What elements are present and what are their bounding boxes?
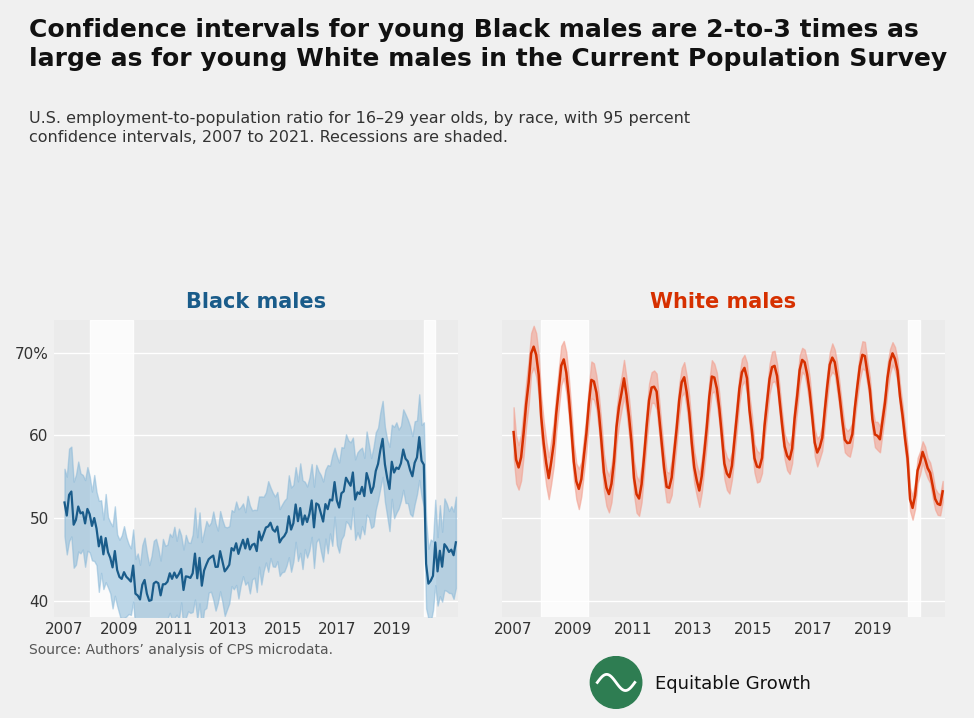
Title: Black males: Black males [186, 292, 325, 312]
Circle shape [590, 656, 642, 708]
Text: Equitable Growth: Equitable Growth [655, 674, 810, 693]
Text: Source: Authors’ analysis of CPS microdata.: Source: Authors’ analysis of CPS microda… [29, 643, 333, 656]
Bar [425, 320, 435, 617]
Bar [908, 320, 920, 617]
Title: White males: White males [650, 292, 797, 312]
Bar [90, 320, 132, 617]
Text: Confidence intervals for young Black males are 2-to-3 times as
large as for youn: Confidence intervals for young Black mal… [29, 18, 948, 70]
Bar [542, 320, 588, 617]
Text: U.S. employment-to-population ratio for 16–29 year olds, by race, with 95 percen: U.S. employment-to-population ratio for … [29, 111, 691, 146]
